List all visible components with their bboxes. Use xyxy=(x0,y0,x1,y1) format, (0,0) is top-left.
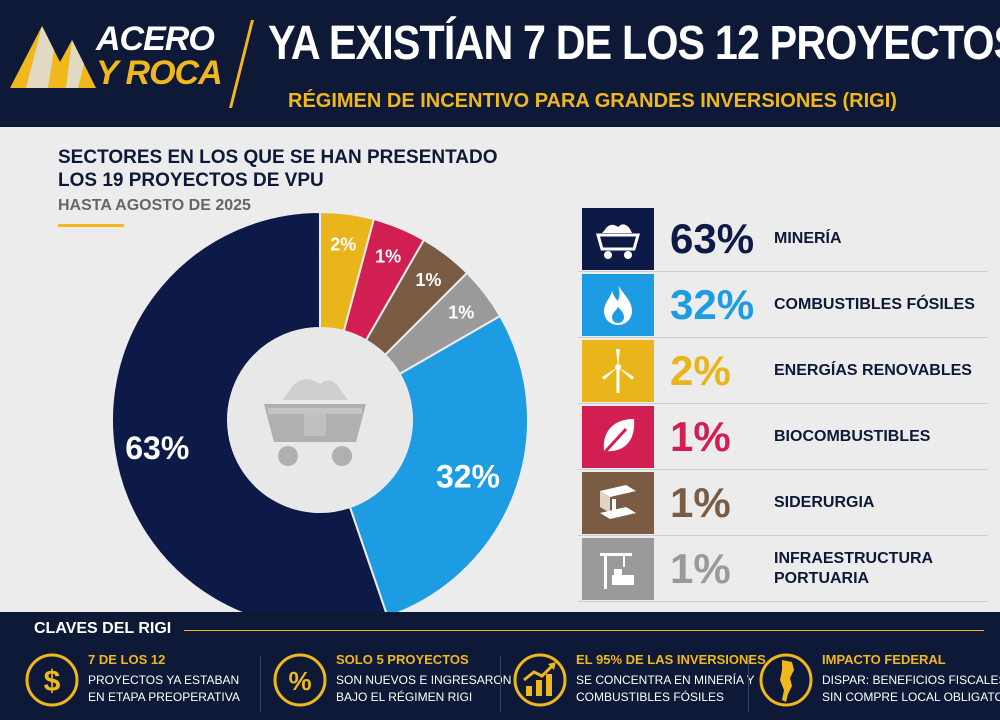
key-2-body: SON NUEVOS E INGRESARON BAJO EL RÉGIMEN … xyxy=(336,672,511,706)
slice-label: 1% xyxy=(415,270,441,290)
mountain-logo-icon xyxy=(10,26,96,88)
svg-text:$: $ xyxy=(44,665,61,698)
legend-label: SIDERURGIA xyxy=(774,494,875,511)
key-3-head: EL 95% DE LAS INVERSIONES xyxy=(576,652,766,667)
mine-cart-icon xyxy=(264,379,366,466)
legend-item[interactable]: 1% SIDERURGIA xyxy=(578,470,988,536)
brand-line-2: Y ROCA xyxy=(96,54,223,92)
title-underline xyxy=(58,224,124,227)
key-3-body-line-1: SE CONCENTRA EN MINERÍA Y xyxy=(576,673,755,687)
chart-title-line-1: SECTORES EN LOS QUE SE HAN PRESENTADO xyxy=(58,147,498,168)
slice-label: 2% xyxy=(330,235,356,255)
chart-title: SECTORES EN LOS QUE SE HAN PRESENTADO LO… xyxy=(58,146,538,192)
chart-title-line-2: LOS 19 PROYECTOS DE VPU xyxy=(58,170,324,191)
footer-title: CLAVES DEL RIGI xyxy=(34,620,172,637)
key-separator xyxy=(500,656,501,712)
key-1-body-line-1: PROYECTOS YA ESTABAN xyxy=(88,673,240,687)
legend-percentage: 2% xyxy=(670,347,731,394)
legend-percentage: 1% xyxy=(670,479,731,526)
slice-label: 32% xyxy=(436,458,500,494)
key-separator xyxy=(748,656,749,712)
key-item-3: EL 95% DE LAS INVERSIONES SE CONCENTRA E… xyxy=(512,648,766,714)
legend-item[interactable]: 1% INFRAESTRUCTURA PORTUARIA xyxy=(578,536,988,602)
slice-label: 1% xyxy=(448,303,474,323)
mine-cart-icon xyxy=(582,208,654,270)
brand-logo[interactable]: ACERO Y ROCA xyxy=(8,18,240,92)
legend-item[interactable]: 2% ENERGÍAS RENOVABLES xyxy=(578,338,988,404)
legend-percentage: 1% xyxy=(670,413,731,460)
page-title: YA EXISTÍAN 7 DE LOS 12 PROYECTOS xyxy=(268,17,1000,70)
legend-label: INFRAESTRUCTURA PORTUARIA xyxy=(774,550,933,587)
footer-divider xyxy=(184,630,984,631)
key-2-body-line-1: SON NUEVOS E INGRESARON xyxy=(336,673,512,687)
legend-label: MINERÍA xyxy=(774,230,842,247)
legend-label: COMBUSTIBLES FÓSILES xyxy=(774,296,975,313)
growth-chart-icon xyxy=(513,653,567,707)
key-3-body-line-2: COMBUSTIBLES FÓSILES xyxy=(576,690,725,704)
key-3-body: SE CONCENTRA EN MINERÍA Y COMBUSTIBLES F… xyxy=(576,672,754,706)
slice-label: 1% xyxy=(375,247,401,267)
port-crane-icon xyxy=(582,538,654,600)
legend-item[interactable]: 1% BIOCOMBUSTIBLES xyxy=(578,404,988,470)
slice-label: 63% xyxy=(125,430,189,466)
key-4-head: IMPACTO FEDERAL xyxy=(822,652,946,667)
brand-line-1: ACERO xyxy=(96,20,215,58)
chart-subtitle: HASTA AGOSTO DE 2025 xyxy=(58,197,251,214)
legend-item[interactable]: 63% MINERÍA xyxy=(578,206,988,272)
legend-item[interactable]: 32% COMBUSTIBLES FÓSILES xyxy=(578,272,988,338)
key-4-body-line-2: SIN COMPRE LOCAL OBLIGATORIO xyxy=(822,690,1000,704)
key-1-body: PROYECTOS YA ESTABAN EN ETAPA PREOPERATI… xyxy=(88,672,240,706)
header: ACERO Y ROCA YA EXISTÍAN 7 DE LOS 12 PRO… xyxy=(0,0,1000,127)
footer-keys: CLAVES DEL RIGI $ 7 DE LOS 12 PROYECTOS … xyxy=(0,612,1000,720)
key-2-body-line-2: BAJO EL RÉGIMEN RIGI xyxy=(336,690,473,704)
legend-percentage: 63% xyxy=(670,215,755,262)
key-separator xyxy=(260,656,261,712)
steel-beam-icon xyxy=(582,472,654,534)
legend-label: BIOCOMBUSTIBLES xyxy=(774,428,931,445)
page-subtitle: RÉGIMEN DE INCENTIVO PARA GRANDES INVERS… xyxy=(288,90,897,112)
argentina-map-icon xyxy=(759,653,813,707)
key-1-head: 7 DE LOS 12 xyxy=(88,652,166,667)
key-item-2: % SOLO 5 PROYECTOS SON NUEVOS E INGRESAR… xyxy=(272,648,511,714)
dollar-icon: $ xyxy=(25,653,79,707)
percent-icon: % xyxy=(273,653,327,707)
legend-percentage: 1% xyxy=(670,545,731,592)
legend-label: ENERGÍAS RENOVABLES xyxy=(774,362,972,379)
key-item-1: $ 7 DE LOS 12 PROYECTOS YA ESTABAN EN ET… xyxy=(24,648,244,714)
wind-turbine-icon xyxy=(582,340,654,402)
key-4-body-line-1: DISPAR: BENEFICIOS FISCALES xyxy=(822,673,1000,687)
key-2-head: SOLO 5 PROYECTOS xyxy=(336,652,469,667)
donut-chart: 2% 1% 1% 1% 32% 63% xyxy=(111,210,529,612)
key-1-body-line-2: EN ETAPA PREOPERATIVA xyxy=(88,690,240,704)
flame-icon xyxy=(582,274,654,336)
svg-text:%: % xyxy=(288,666,311,696)
legend-percentage: 32% xyxy=(670,281,755,328)
key-item-4: IMPACTO FEDERAL DISPAR: BENEFICIOS FISCA… xyxy=(758,648,1000,714)
key-4-body: DISPAR: BENEFICIOS FISCALES SIN COMPRE L… xyxy=(822,672,1000,706)
leaf-icon xyxy=(582,406,654,468)
